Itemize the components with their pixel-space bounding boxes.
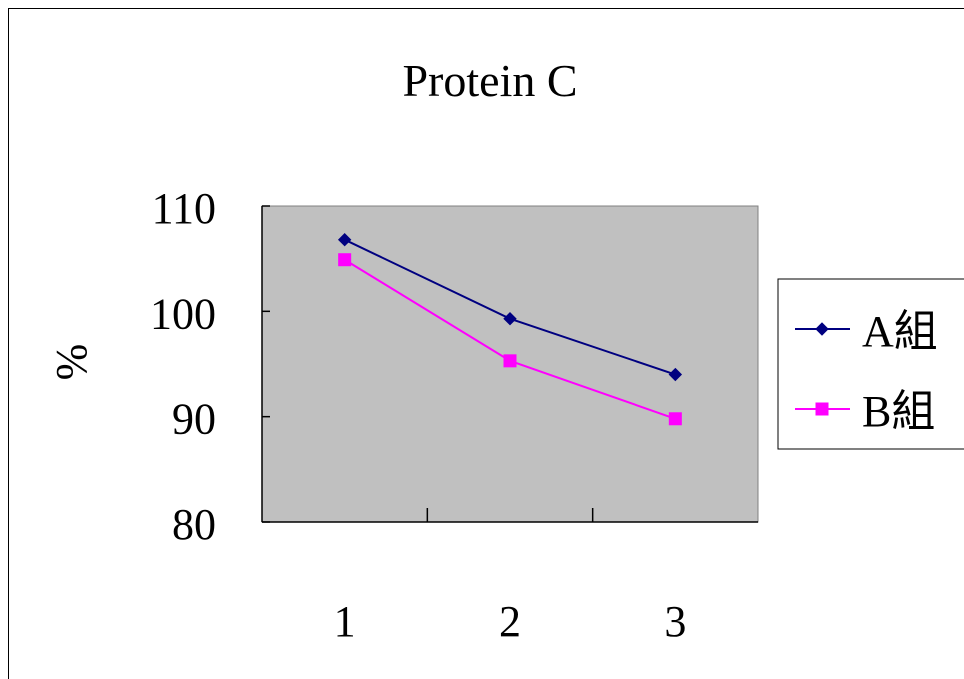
legend-marker: [815, 402, 829, 416]
legend-label: B組: [862, 387, 935, 436]
series-2: [338, 253, 682, 426]
x-tick-label: 2: [499, 597, 521, 646]
y-tick-label: 100: [150, 289, 216, 338]
y-axis-label: %: [47, 344, 96, 381]
legend-label: A組: [862, 307, 938, 356]
legend: A組 B組: [777, 278, 964, 450]
x-tick-label: 3: [664, 597, 686, 646]
legend-marker: [815, 322, 829, 336]
legend-item: A組: [795, 307, 938, 356]
x-tick-label: 1: [334, 597, 356, 646]
y-tick-label: 80: [172, 500, 216, 549]
y-tick-label: 90: [172, 395, 216, 444]
data-point: [338, 253, 352, 267]
legend-item: B組: [795, 387, 935, 436]
chart-title: Protein C: [402, 55, 577, 106]
data-point: [503, 311, 517, 326]
y-tick-label: 110: [152, 184, 216, 233]
data-point: [337, 232, 352, 247]
x-axis-ticks: 1 2 3: [334, 508, 686, 646]
series-layer: [337, 232, 683, 426]
y-axis-ticks: 80 90 100 110: [150, 184, 270, 549]
data-point: [503, 354, 517, 368]
legend-box: [777, 278, 964, 450]
series-1: [337, 232, 683, 382]
data-point: [668, 412, 682, 426]
data-point: [668, 367, 683, 382]
